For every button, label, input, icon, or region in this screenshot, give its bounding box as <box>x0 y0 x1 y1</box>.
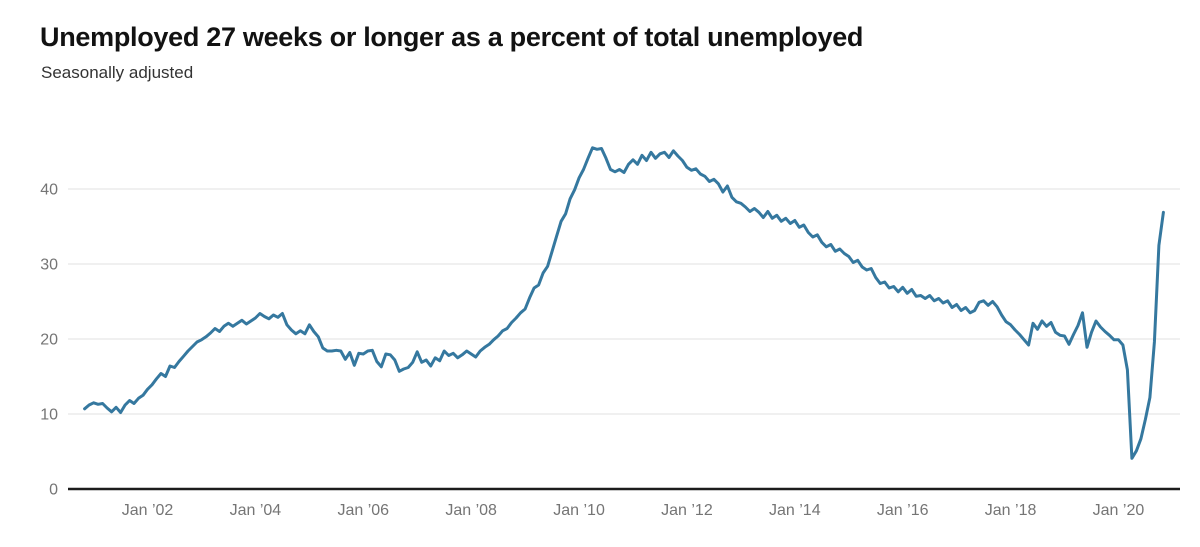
x-tick-label: Jan ’06 <box>337 502 389 519</box>
x-tick-label: Jan ’14 <box>769 502 821 519</box>
data-line-long-term-unemployed-share <box>83 146 1165 460</box>
x-tick-label: Jan ’18 <box>985 502 1037 519</box>
y-tick-label: 30 <box>40 257 58 274</box>
x-tick-label: Jan ’10 <box>553 502 605 519</box>
y-tick-label: 20 <box>40 332 58 349</box>
chart-title: Unemployed 27 weeks or longer as a perce… <box>40 22 864 52</box>
x-tick-label: Jan ’20 <box>1093 502 1145 519</box>
y-tick-label: 10 <box>40 407 58 424</box>
y-tick-label: 0 <box>49 482 58 499</box>
x-tick-label: Jan ’16 <box>877 502 929 519</box>
x-tick-label: Jan ’04 <box>230 502 282 519</box>
chart-subtitle: Seasonally adjusted <box>41 63 194 82</box>
x-tick-label: Jan ’02 <box>122 502 174 519</box>
chart-canvas: 0 10 20 30 40 Jan ’02 Jan ’04 Jan ’06 Jan ’08 Jan… <box>40 146 1180 519</box>
x-tick-label: Jan ’08 <box>445 502 497 519</box>
chart-header: Unemployed 27 weeks or longer as a perce… <box>40 20 863 83</box>
x-tick-label: Jan ’12 <box>661 502 713 519</box>
y-tick-label: 40 <box>40 182 58 199</box>
